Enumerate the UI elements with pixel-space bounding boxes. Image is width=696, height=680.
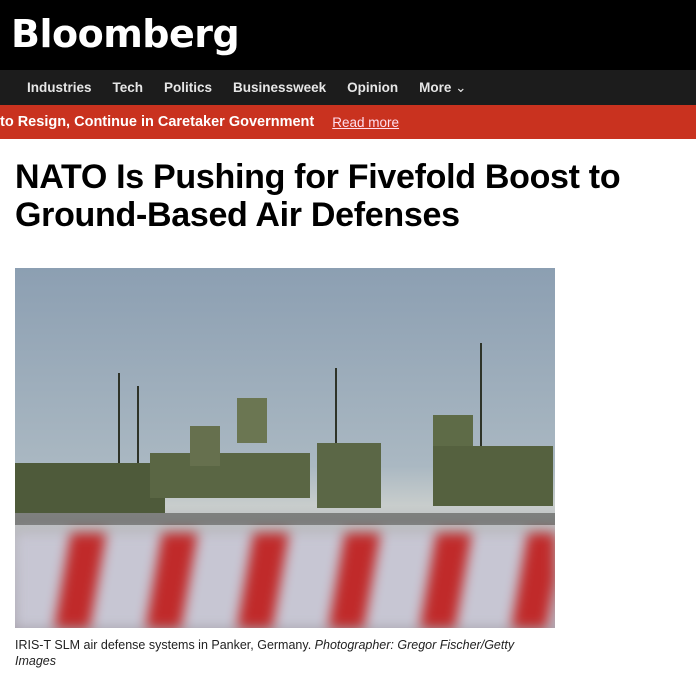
read-more-link[interactable]: Read more [332, 114, 400, 130]
nav-more[interactable]: More ⌄ [419, 80, 466, 96]
barrier-tape [15, 533, 555, 628]
main-nav: Industries Tech Politics Businessweek Op… [0, 70, 696, 105]
nav-more-label: More [419, 79, 452, 95]
bloomberg-logo[interactable]: Bloomberg [11, 12, 240, 56]
nav-tech[interactable]: Tech [112, 80, 144, 95]
caption-text: IRIS-T SLM air defense systems in Panker… [15, 638, 312, 652]
article-photo [15, 268, 555, 628]
headline: NATO Is Pushing for Fivefold Boost to Gr… [15, 158, 621, 234]
nav-industries[interactable]: Industries [27, 80, 92, 95]
breaking-news-banner[interactable]: to Resign, Continue in Caretaker Governm… [0, 105, 696, 139]
banner-text: to Resign, Continue in Caretaker Governm… [0, 114, 315, 130]
photo-credit: Photographer: Gregor Fischer/Getty Image… [15, 638, 515, 668]
chevron-down-icon: ⌄ [455, 79, 467, 95]
nav-opinion[interactable]: Opinion [347, 80, 399, 95]
site-header: Bloomberg [0, 0, 696, 70]
nav-politics[interactable]: Politics [164, 80, 213, 95]
photo-caption: IRIS-T SLM air defense systems in Panker… [15, 637, 555, 669]
nav-businessweek[interactable]: Businessweek [233, 80, 327, 95]
